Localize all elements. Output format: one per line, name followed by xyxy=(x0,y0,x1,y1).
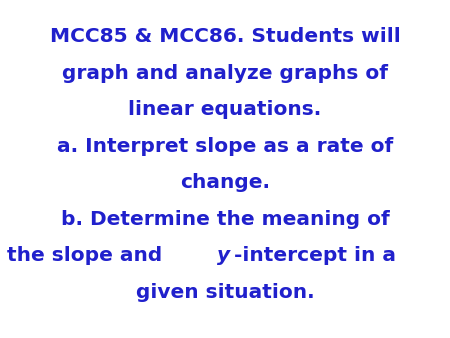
Text: change.: change. xyxy=(180,173,270,192)
Text: the slope and: the slope and xyxy=(7,246,170,265)
Text: b. Determine the meaning of: b. Determine the meaning of xyxy=(61,210,389,228)
Text: linear equations.: linear equations. xyxy=(128,100,322,119)
Text: a. Interpret slope as a rate of: a. Interpret slope as a rate of xyxy=(57,137,393,155)
Text: graph and analyze graphs of: graph and analyze graphs of xyxy=(62,64,388,82)
Text: MCC85 & MCC86. Students will: MCC85 & MCC86. Students will xyxy=(50,27,400,46)
Text: y: y xyxy=(217,246,230,265)
Text: given situation.: given situation. xyxy=(136,283,314,301)
Text: -intercept in a: -intercept in a xyxy=(234,246,396,265)
